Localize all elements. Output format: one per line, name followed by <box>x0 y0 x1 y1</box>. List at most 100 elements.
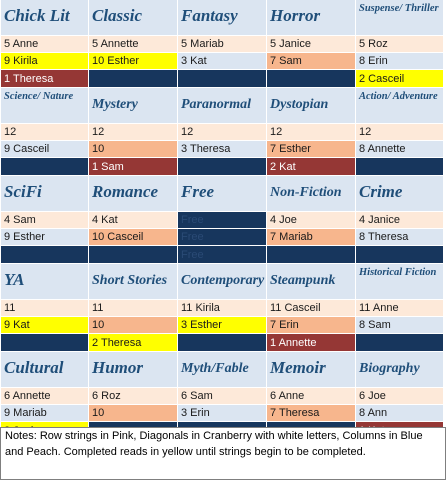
category-header: Science/ Nature <box>1 88 89 124</box>
grid-cell: 9 Mariab <box>1 405 89 422</box>
grid-cell <box>1 158 89 176</box>
grid-cell: 9 Kirila <box>1 53 89 70</box>
grid-cell <box>267 246 356 264</box>
grid-cell: 6 Roz <box>89 388 178 405</box>
grid-cell: 8 Ann <box>356 405 444 422</box>
grid-cell: 10 Esther <box>89 53 178 70</box>
grid-cell: 5 Janice <box>267 36 356 53</box>
grid-cell: 7 Sam <box>267 53 356 70</box>
grid-cell: 4 Joe <box>267 212 356 229</box>
grid-cell: Free <box>178 229 267 246</box>
grid-cell: 4 Janice <box>356 212 444 229</box>
grid-cell: 5 Anne <box>1 36 89 53</box>
grid-cell: 11 Anne <box>356 300 444 317</box>
category-block-2: Science/ Nature Mystery Paranormal Dystopia… <box>1 88 446 176</box>
grid-cell <box>178 70 267 88</box>
grid-cell: 1 Sam <box>89 158 178 176</box>
grid-cell: 6 Annette <box>1 388 89 405</box>
grid-cell: 9 Esther <box>1 229 89 246</box>
category-header: Crime <box>356 176 444 212</box>
grid-cell: 11 Casceil <box>267 300 356 317</box>
grid-cell: 5 Mariab <box>178 36 267 53</box>
grid-cell <box>267 70 356 88</box>
grid-cell <box>1 246 89 264</box>
category-header: Contemporary <box>178 264 267 300</box>
grid-cell: 8 Erin <box>356 53 444 70</box>
category-header: Free <box>178 176 267 212</box>
grid-cell: 1 Annette <box>267 334 356 352</box>
category-header: Suspense/ Thriller <box>356 0 444 36</box>
grid-cell <box>356 334 444 352</box>
grid-cell: Free <box>178 246 267 264</box>
category-header: Mystery <box>89 88 178 124</box>
grid-cell: 12 <box>89 124 178 141</box>
category-header: Action/ Adventure <box>356 88 444 124</box>
grid-cell <box>356 246 444 264</box>
grid-cell: 9 Casceil <box>1 141 89 158</box>
grid-cell: 3 Esther <box>178 317 267 334</box>
grid-cell: 7 Mariab <box>267 229 356 246</box>
grid-cell: 3 Theresa <box>178 141 267 158</box>
grid-cell: 4 Sam <box>1 212 89 229</box>
bingo-grid: Chick Lit Classic Fantasy Horror Suspense/ T… <box>0 0 446 440</box>
grid-cell: 12 <box>1 124 89 141</box>
grid-cell: 8 Annette <box>356 141 444 158</box>
category-header: Humor <box>89 352 178 388</box>
grid-cell: 10 <box>89 405 178 422</box>
category-header: Historical Fiction <box>356 264 444 300</box>
grid-cell <box>89 70 178 88</box>
category-header: Chick Lit <box>1 0 89 36</box>
grid-cell: 6 Sam <box>178 388 267 405</box>
category-header: Romance <box>89 176 178 212</box>
category-header: Cultural <box>1 352 89 388</box>
category-header: Myth/Fable <box>178 352 267 388</box>
notes-box: Notes: Row strings in Pink, Diagonals in… <box>0 427 446 480</box>
grid-cell: 5 Annette <box>89 36 178 53</box>
grid-cell: 2 Theresa <box>89 334 178 352</box>
category-header: Classic <box>89 0 178 36</box>
category-header: Dystopian <box>267 88 356 124</box>
grid-cell: 3 Kat <box>178 53 267 70</box>
grid-cell: 5 Roz <box>356 36 444 53</box>
category-header: YA <box>1 264 89 300</box>
grid-cell: 10 <box>89 141 178 158</box>
category-header: SciFi <box>1 176 89 212</box>
grid-cell: 7 Erin <box>267 317 356 334</box>
grid-cell: 2 Kat <box>267 158 356 176</box>
category-header: Horror <box>267 0 356 36</box>
category-header: Steampunk <box>267 264 356 300</box>
grid-cell: 11 <box>89 300 178 317</box>
grid-cell: 12 <box>178 124 267 141</box>
grid-cell: 3 Erin <box>178 405 267 422</box>
category-block-3: SciFi Romance Free Non-Fiction Crime 4 Sam 4 K… <box>1 176 446 264</box>
grid-cell: 8 Theresa <box>356 229 444 246</box>
grid-cell <box>89 246 178 264</box>
category-header: Paranormal <box>178 88 267 124</box>
notes-text: Notes: Row strings in Pink, Diagonals in… <box>5 430 423 458</box>
grid-cell <box>178 334 267 352</box>
grid-cell <box>356 158 444 176</box>
category-block-1: Chick Lit Classic Fantasy Horror Suspense/ T… <box>1 0 446 88</box>
category-header: Fantasy <box>178 0 267 36</box>
grid-cell <box>1 334 89 352</box>
grid-cell: 1 Theresa <box>1 70 89 88</box>
grid-cell <box>178 158 267 176</box>
grid-cell: 12 <box>267 124 356 141</box>
grid-cell: 6 Joe <box>356 388 444 405</box>
grid-cell: 11 Kirila <box>178 300 267 317</box>
grid-cell: 10 Casceil <box>89 229 178 246</box>
category-header: Memoir <box>267 352 356 388</box>
grid-cell: 11 <box>1 300 89 317</box>
grid-cell: 7 Esther <box>267 141 356 158</box>
grid-cell: 6 Anne <box>267 388 356 405</box>
grid-cell: 8 Sam <box>356 317 444 334</box>
category-header: Short Stories <box>89 264 178 300</box>
grid-cell: 9 Kat <box>1 317 89 334</box>
category-header: Non-Fiction <box>267 176 356 212</box>
grid-cell: 7 Theresa <box>267 405 356 422</box>
grid-cell: Free <box>178 212 267 229</box>
grid-cell: 4 Kat <box>89 212 178 229</box>
grid-cell: 12 <box>356 124 444 141</box>
grid-cell: 10 <box>89 317 178 334</box>
category-block-4: YA Short Stories Contemporary Steampunk Hist… <box>1 264 446 352</box>
